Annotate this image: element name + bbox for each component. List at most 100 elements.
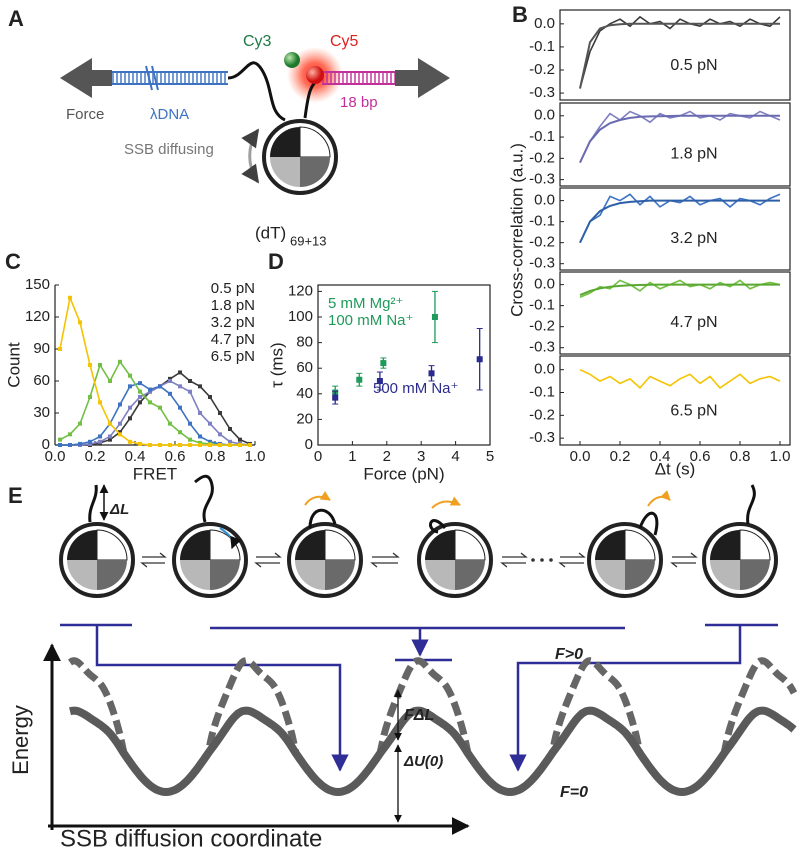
data-point	[188, 389, 192, 394]
y-axis-label: τ (ms)	[267, 342, 286, 387]
data-point	[218, 432, 222, 437]
y-tick-label: 0	[42, 436, 50, 453]
dna-label: λDNA	[150, 106, 189, 123]
legend-label: 4.7 pN	[211, 331, 255, 348]
y-axis-label: Count	[4, 342, 23, 388]
data-point	[128, 405, 132, 410]
series-label: 4.7 pN	[670, 314, 717, 331]
y-axis-label: Cross-correlation (a.u.)	[507, 143, 526, 317]
data-point	[178, 405, 182, 410]
data-point	[98, 439, 102, 444]
data-point	[78, 320, 82, 325]
data-point	[188, 421, 192, 426]
data-point	[128, 416, 132, 421]
series-line	[579, 22, 780, 89]
panel-letter: A	[8, 6, 24, 31]
data-point	[138, 441, 142, 446]
y-tick-label: -0.2	[529, 318, 555, 335]
y-tick-label: 100	[288, 308, 313, 325]
y-tick-label: -0.2	[529, 149, 555, 166]
data-point	[198, 443, 202, 447]
data-point	[188, 443, 192, 447]
delta-l-label: ΔL	[109, 501, 129, 518]
y-tick-label: -0.3	[529, 84, 555, 101]
series-line	[579, 283, 780, 297]
data-point	[98, 400, 102, 405]
force-zero-label: F=0	[560, 784, 588, 801]
data-point	[128, 384, 132, 389]
series-label: 3.2 pN	[670, 230, 717, 247]
x-tick-label: 0.2	[85, 448, 106, 465]
data-point	[138, 395, 142, 399]
data-point	[148, 443, 152, 447]
data-point	[198, 411, 202, 415]
panel-a-diagram	[60, 47, 450, 195]
data-point	[168, 376, 172, 381]
data-point	[118, 432, 122, 437]
data-point	[380, 360, 387, 367]
data-point	[178, 384, 182, 389]
data-point	[98, 363, 102, 367]
panel-e-diagram	[43, 474, 798, 835]
y-tick-label: 120	[288, 282, 313, 299]
force-positive-label: F>0	[555, 646, 583, 663]
x-tick-label: 0.0	[570, 448, 591, 465]
cy3-label: Cy3	[243, 33, 272, 50]
force-label: Force	[66, 106, 104, 123]
y-tick-label: -0.3	[529, 339, 555, 356]
plot-frame	[559, 355, 791, 446]
x-tick-label: 0.2	[610, 448, 631, 465]
x-tick-label: 0.6	[690, 448, 711, 465]
x-axis-label: Force (pN)	[363, 464, 444, 483]
data-point	[168, 421, 172, 426]
y-tick-label: -0.1	[529, 128, 555, 145]
cy5-label: Cy5	[330, 33, 359, 50]
y-tick-label: 30	[33, 404, 50, 421]
data-point	[208, 439, 212, 444]
data-point	[332, 394, 339, 401]
data-point	[108, 379, 112, 383]
plot-frame	[559, 102, 791, 187]
data-point	[428, 370, 435, 377]
data-point	[158, 384, 162, 389]
coordinate-axis-label: SSB diffusion coordinate	[60, 825, 322, 852]
y-tick-label: 60	[33, 372, 50, 389]
data-point	[88, 441, 92, 446]
y-tick-label: 80	[296, 334, 313, 351]
data-point	[148, 400, 152, 405]
data-point	[88, 439, 92, 444]
dt-subscript: 69+13	[290, 233, 327, 248]
data-point	[218, 443, 222, 447]
y-tick-label: -0.3	[529, 429, 555, 446]
data-point	[128, 439, 132, 444]
data-point	[98, 434, 102, 439]
y-tick-label: -0.2	[529, 234, 555, 251]
y-tick-label: -0.1	[529, 383, 555, 400]
data-point	[58, 347, 62, 351]
data-point	[138, 389, 142, 394]
x-tick-label: 5	[486, 448, 494, 465]
data-point	[148, 389, 152, 394]
data-point	[108, 421, 112, 426]
y-tick-label: -0.3	[529, 171, 555, 188]
legend-label: 500 mM Na⁺	[373, 380, 459, 397]
data-point	[376, 378, 383, 384]
data-point	[68, 295, 72, 300]
y-tick-label: 0.0	[534, 192, 555, 209]
y-tick-label: 150	[25, 276, 50, 293]
plot-frame	[559, 187, 791, 271]
data-point	[248, 443, 252, 447]
bp-label: 18 bp	[340, 94, 378, 111]
data-point	[198, 384, 202, 389]
data-point	[238, 443, 242, 447]
x-tick-label: 0.8	[205, 448, 226, 465]
y-tick-label: 60	[296, 359, 313, 376]
y-tick-label: 0.0	[534, 15, 555, 32]
data-point	[138, 381, 142, 386]
y-tick-label: 0	[305, 436, 313, 453]
series-line	[579, 15, 781, 89]
data-point	[138, 400, 142, 405]
x-axis-label: FRET	[133, 464, 177, 483]
data-point	[88, 395, 92, 399]
